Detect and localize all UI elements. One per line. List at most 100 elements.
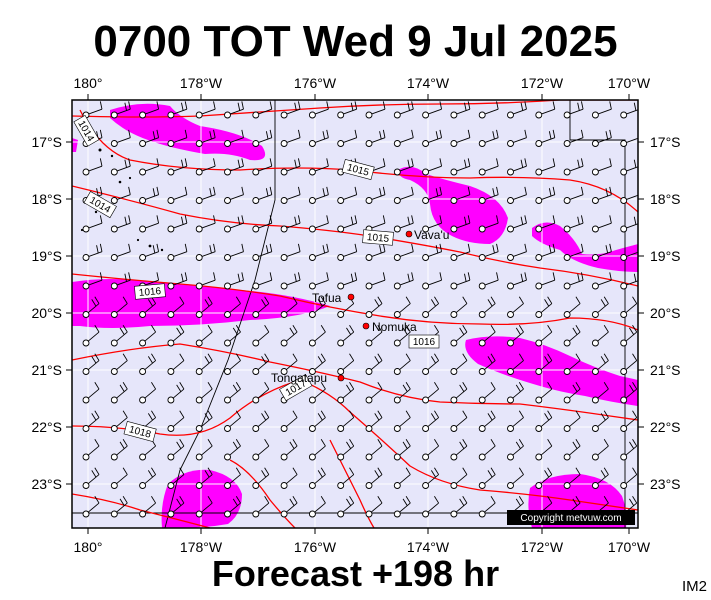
wind-barb bbox=[82, 243, 103, 261]
wind-barb bbox=[450, 325, 468, 347]
lat-label-left: 19°S bbox=[31, 248, 62, 264]
map-frame bbox=[71, 99, 639, 529]
wind-barb bbox=[110, 439, 128, 461]
wind-barb bbox=[337, 325, 355, 347]
wind-barb bbox=[365, 410, 383, 432]
place-dot bbox=[337, 374, 345, 382]
wind-barb bbox=[507, 186, 527, 204]
wind-barb bbox=[535, 129, 556, 147]
wind-barb bbox=[535, 353, 553, 375]
place-label: Vava'u bbox=[414, 228, 449, 242]
copyright-box bbox=[507, 510, 635, 525]
wind-barb bbox=[422, 215, 443, 233]
wind-barb bbox=[195, 353, 213, 375]
wind-barb bbox=[280, 353, 298, 375]
wind-barb bbox=[393, 243, 414, 261]
wind-barb bbox=[252, 496, 270, 518]
wind-barb bbox=[252, 129, 273, 147]
wind-barb bbox=[195, 101, 216, 119]
wind-barb bbox=[422, 353, 440, 375]
wind-barb bbox=[252, 158, 273, 176]
wind-barb bbox=[620, 382, 638, 404]
wind-barb bbox=[167, 296, 185, 318]
lat-label-right: 22°S bbox=[650, 419, 681, 435]
wind-barb bbox=[224, 353, 241, 375]
wind-barb bbox=[422, 158, 443, 176]
wind-barb bbox=[507, 129, 527, 147]
wind-barb bbox=[478, 158, 499, 176]
wind-barb bbox=[82, 410, 100, 432]
wind-barb bbox=[139, 186, 160, 204]
wind-barb bbox=[308, 129, 329, 147]
wind-barb bbox=[507, 325, 524, 347]
wind-barb bbox=[365, 439, 383, 461]
lat-label-left: 23°S bbox=[31, 476, 62, 492]
wind-barb bbox=[252, 272, 273, 290]
wind-barb bbox=[507, 410, 524, 432]
wind-barb bbox=[308, 243, 329, 261]
wind-barb bbox=[308, 467, 326, 489]
wind-barb bbox=[393, 215, 414, 233]
wind-barb bbox=[535, 215, 556, 233]
wind-barb bbox=[252, 243, 273, 261]
isobar-label: 1016 bbox=[413, 337, 436, 348]
wind-barb bbox=[167, 186, 188, 204]
wind-barb bbox=[365, 467, 383, 489]
wind-barb bbox=[535, 243, 556, 261]
wind-barb bbox=[337, 382, 355, 404]
wind-barb bbox=[450, 496, 468, 518]
wind-barb bbox=[563, 101, 584, 119]
wind-barb bbox=[563, 353, 581, 375]
wind-barb bbox=[167, 353, 185, 375]
wind-barb bbox=[82, 272, 103, 290]
wind-barb bbox=[507, 382, 524, 404]
map-title: 0700 TOT Wed 9 Jul 2025 bbox=[93, 17, 618, 66]
wind-barb bbox=[365, 129, 386, 147]
tick-marks bbox=[66, 94, 644, 534]
wind-barb bbox=[195, 439, 213, 461]
lat-label-left: 18°S bbox=[31, 191, 62, 207]
wind-barb bbox=[280, 215, 301, 233]
wind-barb bbox=[252, 186, 273, 204]
wind-barb bbox=[535, 186, 556, 204]
wind-barb bbox=[195, 467, 213, 489]
wind-barb bbox=[450, 296, 468, 318]
wind-barb bbox=[337, 215, 358, 233]
wind-barb bbox=[110, 243, 131, 261]
lat-label-left: 17°S bbox=[31, 134, 62, 150]
lat-label-right: 23°S bbox=[650, 476, 681, 492]
wind-barb bbox=[110, 186, 131, 204]
wind-barb bbox=[563, 186, 584, 204]
wind-barb bbox=[280, 101, 301, 119]
wind-barb bbox=[563, 467, 581, 489]
wind-barb bbox=[591, 467, 609, 489]
wind-barb bbox=[195, 325, 213, 347]
lat-label-right: 21°S bbox=[650, 362, 681, 378]
wind-barb bbox=[563, 296, 581, 318]
wind-barb bbox=[535, 296, 553, 318]
wind-barb bbox=[450, 215, 471, 233]
wind-barb bbox=[450, 272, 471, 290]
wind-barb bbox=[139, 353, 157, 375]
wind-barb bbox=[450, 410, 468, 432]
wind-barb bbox=[280, 129, 301, 147]
wind-barb bbox=[195, 382, 213, 404]
wind-barb bbox=[393, 439, 411, 461]
wind-barb bbox=[82, 325, 100, 347]
wind-barb bbox=[308, 101, 329, 119]
wind-barb bbox=[224, 186, 244, 204]
wind-barb bbox=[393, 353, 411, 375]
wind-barb bbox=[591, 243, 612, 261]
lon-label-top: 170°W bbox=[608, 75, 651, 91]
wind-barb bbox=[507, 439, 524, 461]
wind-barb bbox=[337, 243, 358, 261]
lat-label-right: 18°S bbox=[650, 191, 681, 207]
wind-barb bbox=[167, 496, 185, 518]
wind-barb bbox=[280, 410, 298, 432]
wind-barb bbox=[591, 101, 612, 119]
wind-barb bbox=[280, 186, 301, 204]
wind-barb bbox=[591, 325, 609, 347]
wind-barb bbox=[620, 410, 638, 432]
wind-barb bbox=[252, 101, 273, 119]
